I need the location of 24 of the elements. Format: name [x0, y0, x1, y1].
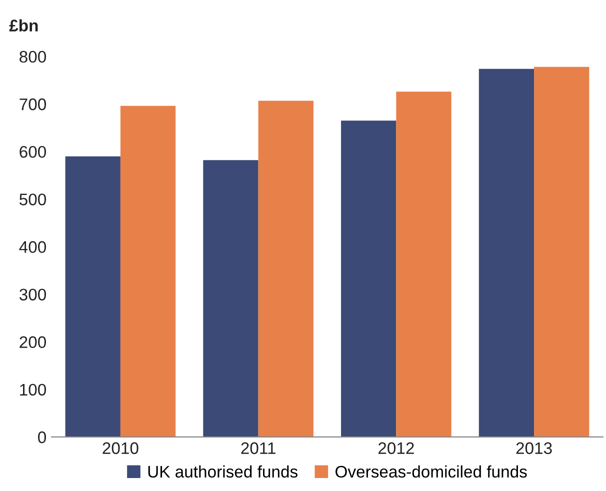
bar	[341, 120, 396, 437]
legend-label: Overseas-domiciled funds	[336, 465, 527, 478]
legend-label: UK authorised funds	[148, 465, 298, 478]
y-tick-label: 0	[38, 431, 46, 444]
y-tick-label: 100	[20, 384, 46, 396]
y-axis-title: £bn	[9, 19, 38, 32]
y-tick-label: 300	[19, 288, 46, 300]
bar	[534, 66, 590, 437]
bar	[258, 100, 314, 437]
bar	[65, 156, 120, 437]
y-tick-label: 400	[19, 241, 46, 253]
y-tick-label: 800	[20, 50, 46, 63]
x-tick-label: 2011	[241, 442, 276, 454]
bar	[478, 68, 534, 437]
y-tick-label: 600	[20, 146, 46, 158]
bar	[396, 92, 452, 437]
x-tick-label: 2012	[378, 442, 414, 454]
bar	[120, 106, 176, 437]
bar	[203, 160, 258, 437]
y-tick-label: 500	[20, 194, 46, 206]
x-tick-label: 2013	[516, 442, 552, 454]
y-tick-label: 700	[20, 98, 46, 110]
x-tick-label: 2010	[102, 442, 138, 454]
y-tick-label: 200	[20, 336, 46, 348]
